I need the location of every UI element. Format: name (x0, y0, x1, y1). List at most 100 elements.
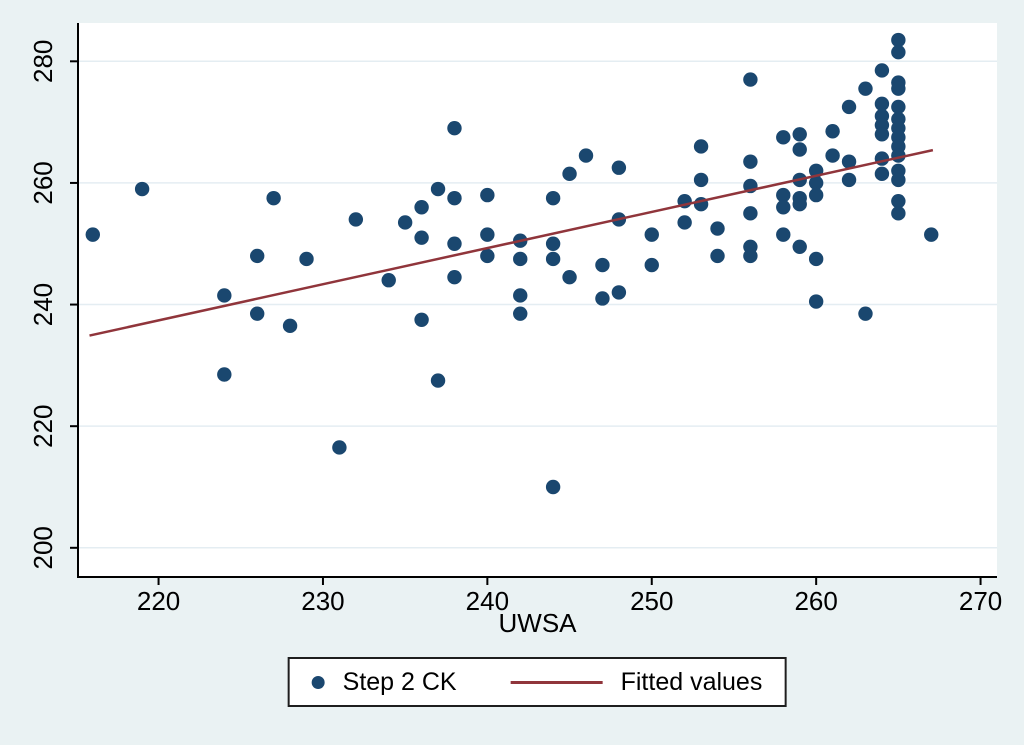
x-tick-label: 230 (301, 586, 344, 616)
scatter-point (611, 160, 627, 175)
scatter-point (595, 291, 610, 306)
scatter-point (743, 154, 758, 169)
y-tick-label: 200 (28, 526, 58, 569)
scatter-point (891, 81, 906, 96)
scatter-point (874, 127, 890, 142)
scatter-point (332, 440, 347, 455)
plot-area (78, 23, 997, 577)
y-tick-label: 240 (28, 283, 58, 326)
scatter-point (397, 215, 413, 230)
scatter-point (266, 190, 281, 206)
scatter-point (562, 166, 577, 182)
scatter-point (776, 187, 791, 203)
scatter-point (891, 172, 906, 188)
scatter-point (249, 306, 265, 321)
scatter-point (513, 306, 528, 321)
scatter-point (891, 206, 906, 221)
scatter-point (792, 239, 807, 254)
scatter-point (874, 96, 890, 112)
scatter-point (595, 257, 610, 273)
legend-label-fitted-values: Fitted values (620, 667, 763, 696)
scatter-point (480, 248, 495, 264)
scatter-point (776, 200, 791, 215)
scatter-point (480, 187, 495, 203)
scatter-point (85, 227, 100, 242)
x-tick-label: 260 (794, 586, 837, 616)
y-tick-label: 220 (28, 404, 58, 447)
scatter-point (430, 373, 446, 388)
scatter-point (414, 200, 429, 215)
scatter-point (858, 81, 873, 96)
scatter-point (841, 172, 857, 188)
scatter-point (545, 190, 561, 206)
scatter-point (447, 236, 462, 251)
scatter-point (858, 306, 873, 321)
scatter-point (249, 248, 265, 264)
scatter-point (282, 318, 298, 334)
scatter-point (792, 142, 807, 157)
scatter-point (743, 206, 758, 221)
scatter-point (134, 181, 150, 197)
scatter-point (924, 227, 939, 242)
scatter-point (447, 121, 462, 136)
scatter-point (808, 175, 824, 191)
scatter-point (299, 251, 314, 267)
scatter-point (217, 367, 232, 382)
scatter-point (776, 130, 791, 145)
scatter-point (825, 148, 840, 163)
scatter-point (891, 32, 906, 48)
scatter-point (611, 285, 627, 300)
scatter-point (891, 193, 906, 209)
scatter-point (513, 251, 528, 267)
scatter-point (825, 124, 840, 139)
scatter-point (874, 63, 890, 78)
scatter-point (710, 248, 725, 264)
legend-line-marker-icon (510, 680, 603, 684)
scatter-point (217, 288, 232, 303)
y-tick-label: 280 (28, 40, 58, 83)
legend-label-step2ck: Step 2 CK (342, 667, 457, 696)
scatter-point (430, 181, 446, 197)
scatter-point (480, 227, 495, 242)
scatter-point (841, 99, 857, 115)
x-tick-label: 220 (137, 586, 180, 616)
scatter-point (743, 72, 758, 87)
scatter-point (808, 251, 824, 267)
scatter-point (545, 251, 561, 267)
scatter-point (348, 212, 364, 227)
scatter-point (414, 230, 429, 245)
scatter-point (447, 190, 462, 206)
fitted-line (89, 148, 934, 337)
scatter-point (891, 99, 906, 115)
scatter-point (693, 172, 709, 188)
y-tick-label: 260 (28, 161, 58, 204)
scatter-point (808, 187, 824, 203)
scatter-point (693, 139, 709, 154)
scatter-point (545, 236, 561, 251)
scatter-point (841, 154, 857, 169)
scatter-point (808, 294, 824, 309)
scatter-point (710, 221, 725, 236)
scatter-point (513, 288, 528, 303)
scatter-point (447, 269, 462, 285)
scatter-point (578, 148, 594, 163)
scatter-point (562, 269, 577, 285)
scatter-point (776, 227, 791, 242)
x-tick-label: 250 (630, 586, 673, 616)
scatter-point (874, 166, 890, 182)
scatter-point (644, 227, 659, 242)
scatter-point (891, 44, 906, 60)
scatter-point (792, 197, 807, 212)
scatter-point (381, 273, 396, 288)
scatter-point (414, 312, 429, 327)
legend: Step 2 CK Fitted values (287, 657, 787, 707)
x-tick-label: 270 (959, 586, 1002, 616)
scatter-point (644, 257, 659, 273)
scatter-point (792, 127, 807, 142)
scatter-point (545, 479, 561, 495)
scatter-point (677, 215, 692, 230)
x-axis-title: UWSA (498, 608, 577, 638)
x-tick-label: 240 (466, 586, 509, 616)
